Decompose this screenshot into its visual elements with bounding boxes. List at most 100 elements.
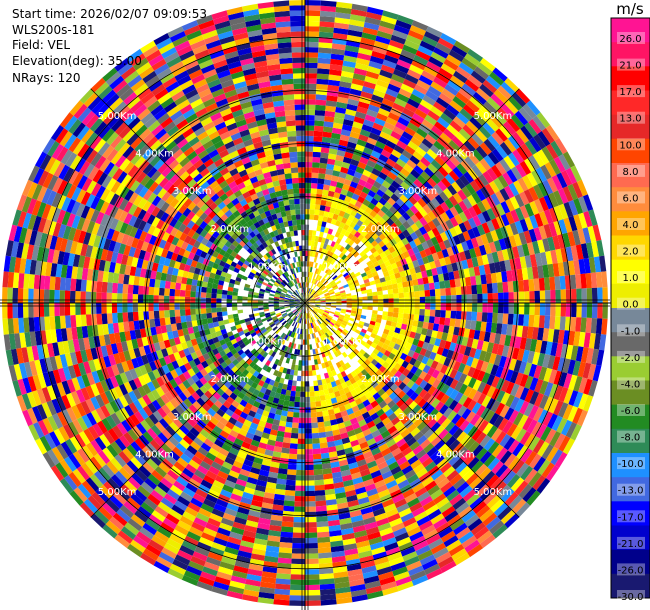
velocity-gate [414,346,423,354]
velocity-gate [305,579,320,586]
velocity-gate [163,295,170,303]
velocity-gate [64,290,71,303]
velocity-gate [410,344,418,352]
velocity-gate [553,205,564,221]
velocity-gate [350,8,367,17]
velocity-gate [317,178,325,185]
velocity-gate [467,228,476,240]
velocity-gate [575,317,582,332]
velocity-gate [546,143,559,160]
velocity-gate [375,396,384,405]
velocity-gate [519,400,530,415]
velocity-gate [523,230,533,244]
velocity-gate [18,273,25,289]
velocity-gate [508,303,514,314]
velocity-gate [300,381,305,387]
velocity-gate [434,338,442,347]
velocity-gate [423,373,432,383]
velocity-gate [292,337,296,344]
velocity-gate [463,422,475,435]
velocity-gate [414,108,428,119]
velocity-gate [503,303,509,314]
velocity-gate [436,458,449,470]
velocity-gate [377,209,386,218]
velocity-gate [326,233,332,240]
velocity-gate [169,303,175,311]
velocity-gate [430,296,436,303]
velocity-gate [292,537,305,544]
velocity-gate [216,307,222,313]
velocity-gate [386,158,396,168]
velocity-gate [313,293,318,297]
velocity-gate [290,390,296,397]
velocity-gate [380,15,397,25]
velocity-gate [101,313,108,325]
velocity-gate [512,313,519,326]
velocity-gate [346,373,354,380]
velocity-gate [543,194,554,210]
velocity-gate [499,405,510,418]
velocity-gate [376,189,385,198]
velocity-gate [287,411,294,418]
velocity-gate [461,408,472,420]
velocity-gate [434,194,445,205]
velocity-gate [550,303,556,317]
velocity-gate [510,209,520,223]
velocity-gate [430,542,447,555]
velocity-gate [350,83,364,92]
velocity-gate [415,449,427,460]
velocity-gate [426,358,434,367]
velocity-gate [316,73,329,80]
velocity-gate [343,55,358,63]
velocity-gate [554,451,568,468]
velocity-gate [444,173,456,185]
velocity-gate [505,369,514,382]
velocity-gate [207,317,213,324]
velocity-gate [379,465,391,475]
velocity-gate [319,253,324,260]
velocity-gate [505,381,515,395]
velocity-gate [393,386,403,396]
velocity-gate [511,498,527,514]
velocity-gate [370,352,377,359]
velocity-gate [394,498,407,509]
velocity-gate [330,259,336,265]
velocity-gate [364,142,376,151]
velocity-gate [548,398,559,414]
velocity-gate [393,307,399,313]
velocity-gate [345,108,357,117]
velocity-gate [338,252,345,259]
velocity-gate [563,201,574,218]
velocity-gate [573,331,581,347]
velocity-gate [557,262,565,277]
velocity-gate [366,384,374,392]
velocity-gate [414,385,424,396]
velocity-gate [363,380,371,388]
velocity-gate [435,97,450,109]
velocity-gate [453,70,468,84]
velocity-gate [452,235,462,245]
velocity-gate [504,185,515,199]
velocity-gate [544,277,551,291]
velocity-gate [295,386,301,392]
velocity-gate [308,312,312,318]
velocity-gate [449,342,457,352]
velocity-gate [391,316,398,323]
velocity-gate [458,222,468,233]
velocity-gate [467,194,477,207]
velocity-gate [455,132,468,145]
velocity-gate [350,370,358,378]
velocity-gate [410,254,418,262]
velocity-gate [509,222,519,236]
velocity-gate [407,69,422,80]
velocity-gate [558,154,571,171]
velocity-gate [537,239,546,253]
velocity-gate [521,325,529,339]
velocity-gate [325,244,331,251]
velocity-gate [507,281,514,293]
velocity-gate [441,265,449,274]
velocity-gate [393,452,405,462]
velocity-gate [397,333,405,341]
velocity-gate [421,356,430,365]
velocity-gate [369,55,385,65]
